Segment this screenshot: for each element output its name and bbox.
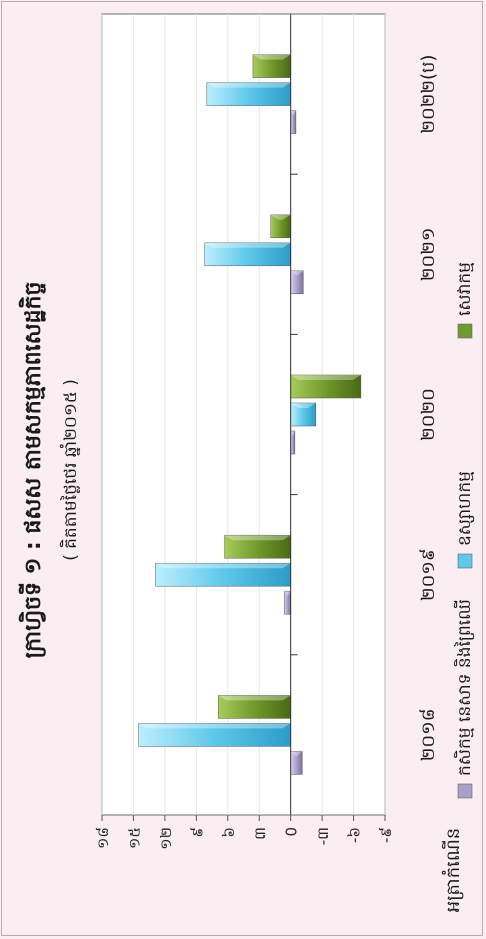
bar-bevel: [290, 751, 303, 757]
legend-swatch: [457, 553, 473, 569]
tick-label: ៩: [188, 827, 206, 838]
bar-bevel: [138, 723, 291, 729]
bar-bevel: [290, 375, 361, 380]
y-axis-label: អត្រាកំណើន: [441, 828, 464, 912]
bar-bevel: [290, 403, 316, 408]
bar-bevel: [270, 214, 291, 220]
bar-bevel: [224, 535, 291, 541]
chart-subtitle: ( គិតតាមថ្លៃថេរ ឆ្នាំ២០១៥ ): [59, 379, 81, 561]
category-label: ២០២២(ប): [418, 55, 439, 134]
bar-bevel: [155, 563, 291, 569]
bar-bevel: [290, 110, 296, 116]
bar-bevel: [204, 242, 291, 248]
tick-label: ៣: [251, 827, 269, 840]
tick-label: ១៨: [94, 827, 112, 849]
bar-bevel: [290, 270, 304, 276]
category-label: ២០១៩: [418, 548, 439, 601]
category-label: ២០២០: [418, 388, 439, 441]
tick-label: -៦: [346, 827, 364, 843]
bar-bevel: [206, 82, 291, 88]
tick-label: -៩: [377, 827, 395, 843]
tick-label: ១២: [157, 827, 175, 850]
bar-bevel: [290, 431, 295, 436]
legend-swatch: [457, 783, 473, 799]
category-label: ២០១៨: [418, 709, 439, 762]
plot-area: [101, 13, 386, 816]
legend-label: កសិកម្ម នេសាទ និងព្រៃឈើ: [453, 599, 475, 776]
legend-swatch: [457, 323, 473, 339]
bar-bevel: [218, 695, 291, 701]
tick-label: ៦: [220, 827, 238, 838]
legend-label: ឧស្សាហកម្ម: [455, 471, 475, 546]
chart-title: ក្រាហ្វិចទី ១ : ផសស តាមសកម្មភាពសេដ្ឋកិច្…: [18, 282, 46, 659]
legend-label: សេវាកម្ម: [455, 262, 475, 316]
tick-label: -៣: [314, 827, 332, 845]
bar-bevel: [252, 54, 291, 60]
tick-label: ១៥: [125, 827, 143, 849]
tick-label: 0: [283, 827, 301, 837]
category-label: ២០២១: [418, 227, 439, 281]
bar-bevel: [284, 591, 291, 597]
